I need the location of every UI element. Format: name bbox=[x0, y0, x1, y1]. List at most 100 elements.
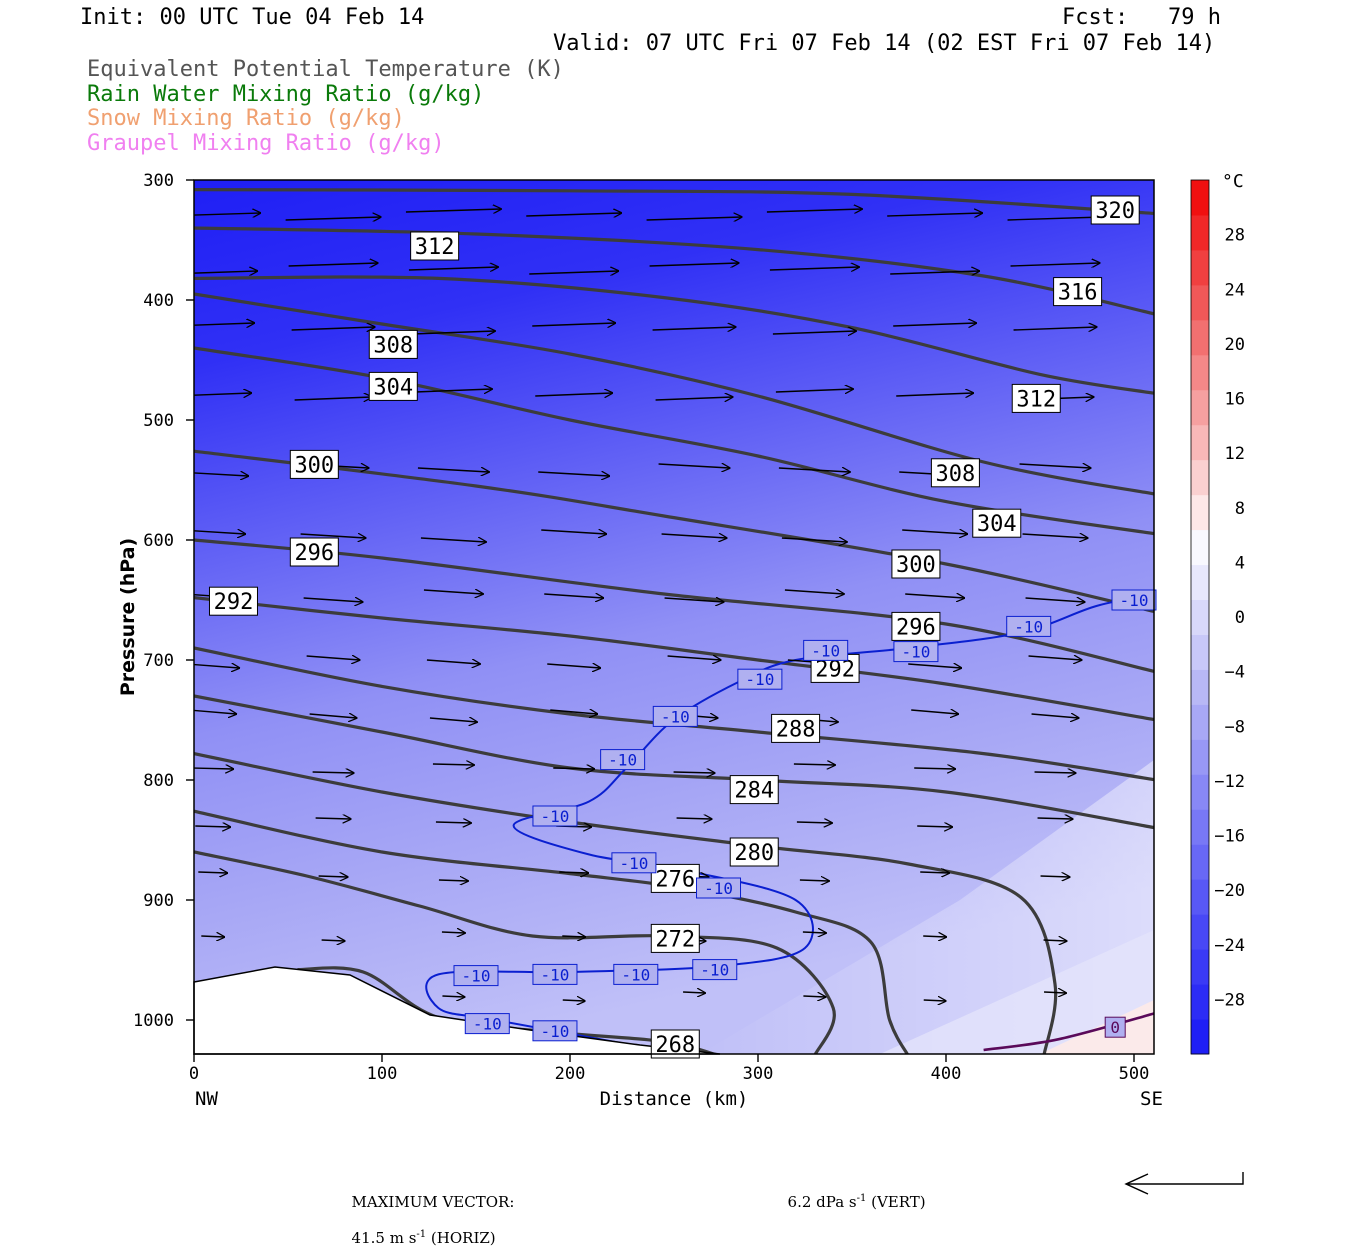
temp-label: -10 bbox=[661, 707, 690, 726]
wind-vector bbox=[1028, 656, 1082, 660]
colorbar-tick-label: 28 bbox=[1225, 226, 1245, 246]
max-vector-horiz: 41.5 m s bbox=[351, 1229, 417, 1247]
max-vector-horiz-unit: (HORIZ) bbox=[426, 1229, 496, 1247]
wind-vector bbox=[562, 1000, 585, 1001]
x-tick-label: 300 bbox=[743, 1064, 774, 1084]
theta-e-label: 280 bbox=[734, 841, 774, 866]
temp-label: -10 bbox=[541, 807, 570, 826]
wind-vector bbox=[201, 936, 224, 937]
x-tick-label: 0 bbox=[189, 1064, 199, 1084]
theta-e-label-box bbox=[1011, 383, 1061, 413]
temperature-shading bbox=[194, 180, 1154, 1054]
temp-label-box bbox=[803, 639, 849, 661]
wind-vector bbox=[649, 263, 739, 266]
wind-vector bbox=[553, 768, 594, 769]
wind-vector bbox=[911, 710, 958, 714]
wind-vector bbox=[198, 872, 227, 873]
wind-vector bbox=[1034, 772, 1076, 773]
x-end-left: NW bbox=[195, 1088, 218, 1110]
temp-label: -10 bbox=[462, 967, 491, 986]
wind-vector bbox=[194, 664, 239, 668]
forecast-hour: Fcst: 79 h bbox=[1062, 5, 1221, 30]
temp-label-box bbox=[464, 1013, 510, 1035]
theta-e-contour-292 bbox=[194, 596, 1154, 722]
wind-vector bbox=[802, 932, 826, 933]
colorbar-tick-label: 8 bbox=[1235, 499, 1245, 519]
wind-vector bbox=[1013, 327, 1097, 330]
max-vector-horiz-exp: -1 bbox=[416, 1229, 427, 1240]
colorbar-segment bbox=[1191, 879, 1209, 915]
colorbar-tick-label: −12 bbox=[1214, 772, 1245, 792]
theta-e-label-box bbox=[368, 371, 418, 401]
max-vector-vert: 6.2 dPa s-1 (VERT) bbox=[778, 1175, 926, 1211]
wind-vector bbox=[781, 538, 847, 542]
theta-e-contour-312 bbox=[194, 275, 1154, 395]
temp-label-box bbox=[696, 877, 742, 899]
theta-e-label: 320 bbox=[1095, 199, 1135, 224]
wind-vector bbox=[1010, 263, 1100, 266]
temp-label-box bbox=[652, 705, 698, 727]
colorbar-segment bbox=[1191, 214, 1209, 251]
wind-vector bbox=[526, 213, 621, 216]
colorbar-segment bbox=[1191, 319, 1209, 356]
temp-contour-0 bbox=[983, 1012, 1154, 1052]
colorbar-segment bbox=[1191, 599, 1209, 635]
theta-e-label-box bbox=[650, 863, 700, 893]
temp-label-box bbox=[453, 965, 499, 987]
wind-vector bbox=[194, 768, 233, 769]
wind-vector bbox=[905, 594, 964, 598]
temp-label-box bbox=[600, 749, 646, 771]
y-tick-label: 300 bbox=[143, 171, 174, 191]
temp-label: -10 bbox=[541, 965, 570, 984]
theta-e-label-box bbox=[368, 329, 418, 359]
colorbar-tick-label: 16 bbox=[1225, 390, 1245, 410]
wind-vector bbox=[769, 267, 859, 270]
wind-vector bbox=[294, 397, 372, 400]
wind-vector bbox=[423, 590, 483, 594]
theta-e-label: 296 bbox=[294, 541, 334, 566]
colorbar-tick-label: 20 bbox=[1225, 335, 1245, 355]
colorbar-tick-label: −4 bbox=[1225, 663, 1245, 683]
wind-vector bbox=[1037, 818, 1073, 819]
theta-e-label-box bbox=[891, 611, 941, 641]
x-axis-label: Distance (km) bbox=[600, 1088, 749, 1110]
theta-e-label: 284 bbox=[734, 779, 774, 804]
theta-e-label: 304 bbox=[373, 375, 413, 400]
wind-vector bbox=[655, 397, 733, 400]
theta-e-label: 272 bbox=[655, 927, 695, 952]
legend-graupel: Graupel Mixing Ratio (g/kg) bbox=[87, 131, 445, 156]
colorbar-segment bbox=[1191, 984, 1209, 1020]
wind-vector bbox=[442, 996, 464, 997]
legend-snow: Snow Mixing Ratio (g/kg) bbox=[87, 106, 405, 131]
theta-e-contour-304 bbox=[194, 346, 1154, 536]
temp-label: -10 bbox=[811, 641, 840, 660]
wind-vector bbox=[658, 464, 730, 468]
wind-vector bbox=[917, 826, 952, 827]
x-end-right: SE bbox=[1140, 1088, 1163, 1110]
wind-vector bbox=[532, 323, 615, 326]
wind-vector bbox=[914, 768, 955, 769]
wind-vector bbox=[194, 323, 254, 326]
x-tick-label: 100 bbox=[367, 1064, 398, 1084]
y-tick-label: 400 bbox=[143, 291, 174, 311]
wind-vector bbox=[300, 534, 366, 538]
temp-label-box bbox=[611, 852, 657, 874]
init-time: Init: 00 UTC Tue 04 Feb 14 bbox=[80, 5, 425, 30]
max-vector-label: MAXIMUM VECTOR: bbox=[351, 1193, 515, 1211]
theta-e-label-box bbox=[930, 458, 980, 488]
theta-e-contour-308 bbox=[194, 292, 1154, 496]
colorbar-segment bbox=[1191, 354, 1209, 391]
wind-vector bbox=[291, 327, 375, 330]
temp-label-box bbox=[1111, 589, 1157, 611]
wind-vector bbox=[312, 772, 354, 773]
colorbar-frame bbox=[1190, 179, 1210, 1055]
plot-frame bbox=[193, 179, 1155, 1055]
wind-vector bbox=[408, 267, 498, 270]
colorbar-tick-label: 4 bbox=[1235, 553, 1245, 573]
wind-vector bbox=[194, 530, 245, 534]
y-axis-label: Pressure (hPa) bbox=[117, 538, 139, 696]
temp-label-box bbox=[893, 641, 939, 663]
theta-e-label: 296 bbox=[896, 615, 936, 640]
y-tick-label: 800 bbox=[143, 771, 174, 791]
wind-vector bbox=[321, 940, 345, 941]
